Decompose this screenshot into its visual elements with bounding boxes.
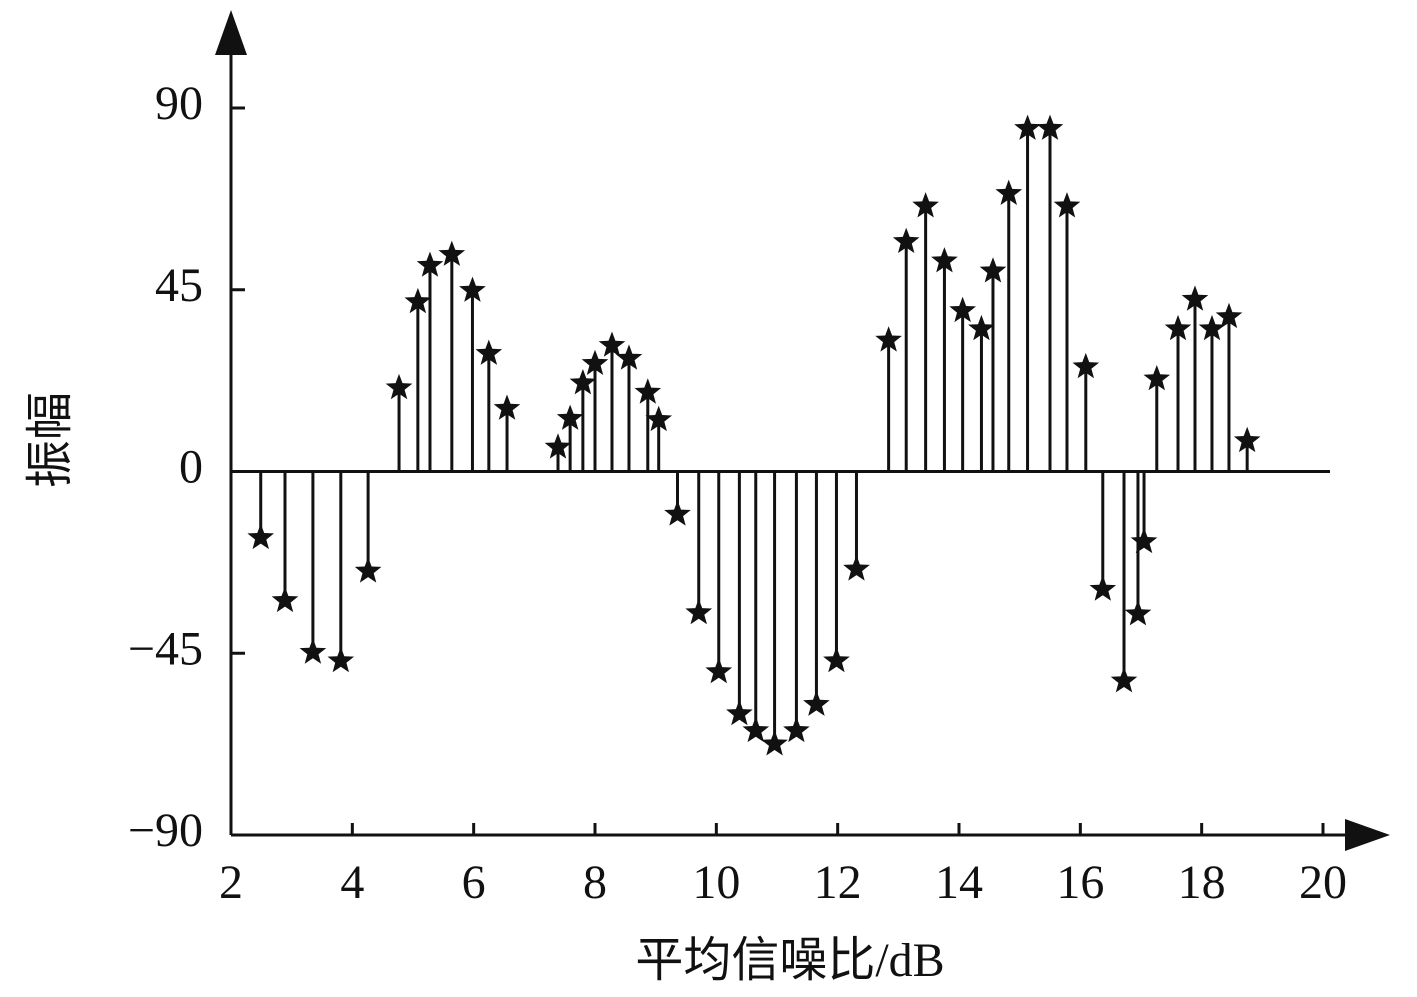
stem-marker [1143,365,1171,391]
stem-marker [1072,352,1100,379]
stem-marker [685,598,713,625]
stem-marker [247,523,274,550]
stem-marker [1164,314,1192,341]
stem-marker [1124,600,1152,626]
stem-marker [1181,285,1209,311]
stem-marker [493,394,521,420]
y-tick-label: 0 [179,441,203,494]
stem-marker [1014,114,1041,140]
y-tick-label: −45 [128,622,203,675]
x-tick-label: 12 [814,856,862,909]
stem-marker [438,240,466,266]
y-tick-label: −90 [128,804,203,857]
stem-marker [581,349,609,375]
stem-marker [783,716,810,743]
x-tick-label: 4 [340,856,364,909]
x-tick-label: 16 [1056,856,1104,909]
stem-marker [803,690,830,716]
x-tick-label: 8 [583,856,607,909]
stem-marker [664,500,691,526]
stem-marker [949,296,976,323]
stem-marker [404,287,432,314]
stem-marker [645,405,672,432]
stem-marker [1036,114,1064,140]
y-tick-label: 90 [155,77,203,130]
stem-marker [1110,667,1138,693]
stem-marker [271,586,299,613]
stem-marker [354,557,382,583]
stem-marker [931,247,958,273]
x-tick-label: 2 [219,856,243,909]
x-tick-label: 14 [935,856,983,909]
x-tick-label: 20 [1299,856,1347,909]
stem-marker [726,699,753,726]
stem-marker [299,638,327,664]
stem-marker [1198,314,1226,341]
stem-marker [544,433,572,459]
stem-marker [556,404,584,430]
stem-marker [569,369,597,395]
x-tick-label: 6 [462,856,486,909]
x-tick-label: 18 [1178,856,1226,909]
stem-marker [979,257,1007,283]
stem-marker [1130,527,1158,554]
stem-marker [742,716,770,743]
x-axis-label: 平均信噪比/dB [635,934,944,987]
stem-marker [705,657,733,684]
stem-marker [1053,192,1081,218]
x-axis-arrow [1345,819,1390,851]
stem-marker [1233,426,1261,453]
stem-marker [385,373,413,400]
stem-marker [416,251,444,277]
stem-marker [1215,302,1243,329]
stem-marker [327,646,355,673]
stem-marker [1089,575,1117,601]
stem-marker [823,646,850,673]
stem-marker [598,331,626,357]
y-axis-label: 振幅 [24,392,77,488]
stem-marker [875,326,902,352]
stem-marker [892,227,920,253]
stem-marker [634,378,662,404]
stem-marker [761,730,788,756]
stem-marker [475,339,503,365]
stem-marker [459,276,486,302]
stem-marker [615,344,643,370]
stem-marker [912,192,939,218]
x-tick-label: 10 [692,856,740,909]
y-axis-arrow [215,10,247,55]
y-tick-label: 45 [155,259,203,312]
stem-marker [995,179,1023,205]
stem-marker [968,314,995,341]
stem-marker [843,555,870,581]
